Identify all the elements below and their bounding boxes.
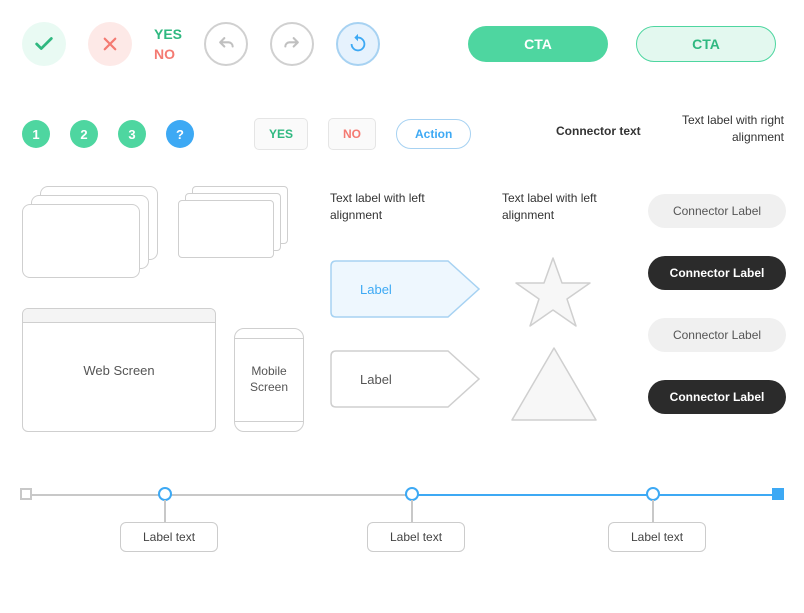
mobile-screen-label: Mobile Screen: [235, 364, 303, 395]
card-stack-small: [178, 186, 296, 264]
triangle-shape: [510, 346, 598, 422]
check-icon-button[interactable]: [22, 22, 66, 66]
tag-shape-gray[interactable]: [330, 350, 480, 408]
connector-label: Connector Label: [673, 204, 761, 218]
action-label: Action: [415, 127, 452, 141]
cross-icon-button[interactable]: [88, 22, 132, 66]
web-screen-frame: Web Screen: [22, 308, 216, 432]
action-button[interactable]: Action: [396, 119, 471, 149]
cta-label: CTA: [692, 36, 720, 52]
yes-btn-label: YES: [269, 127, 293, 141]
timeline-label-text: Label text: [631, 530, 683, 544]
tag-blue-label: Label: [360, 282, 392, 297]
connector-text-label: Connector text: [556, 124, 641, 138]
timeline-label-3[interactable]: Label text: [608, 522, 706, 552]
card-stack-large: [22, 186, 162, 281]
connector-pill-4[interactable]: Connector Label: [648, 380, 786, 414]
mobile-screen-frame: Mobile Screen: [234, 328, 304, 432]
yes-no-labels: YES NO: [154, 26, 182, 62]
help-badge[interactable]: ?: [166, 120, 194, 148]
timeline-label-2[interactable]: Label text: [367, 522, 465, 552]
cta-label: CTA: [524, 36, 552, 52]
connector-label: Connector Label: [670, 390, 765, 404]
step-badge-2[interactable]: 2: [70, 120, 98, 148]
step-num: 2: [80, 127, 87, 142]
connector-pill-2[interactable]: Connector Label: [648, 256, 786, 290]
refresh-icon: [347, 33, 369, 55]
refresh-icon-button[interactable]: [336, 22, 380, 66]
yes-label: YES: [154, 26, 182, 42]
help-icon: ?: [176, 127, 184, 142]
no-button[interactable]: NO: [328, 118, 376, 150]
step-badge-3[interactable]: 3: [118, 120, 146, 148]
check-icon: [33, 33, 55, 55]
tag-gray-label: Label: [360, 372, 392, 387]
timeline-end-node[interactable]: [772, 488, 784, 500]
redo-icon: [282, 34, 302, 54]
right-align-label: Text label with right alignment: [668, 112, 784, 146]
left-align-label-1: Text label with left alignment: [330, 190, 470, 224]
cta-button-secondary[interactable]: CTA: [636, 26, 776, 62]
step-num: 3: [128, 127, 135, 142]
cross-icon: [101, 35, 119, 53]
connector-label: Connector Label: [670, 266, 765, 280]
connector-pill-1[interactable]: Connector Label: [648, 194, 786, 228]
no-btn-label: NO: [343, 127, 361, 141]
timeline-node-3[interactable]: [646, 487, 660, 501]
star-shape: [514, 256, 592, 330]
undo-icon: [216, 34, 236, 54]
yes-button[interactable]: YES: [254, 118, 308, 150]
tag-shape-blue[interactable]: [330, 260, 480, 318]
step-badge-1[interactable]: 1: [22, 120, 50, 148]
timeline-label-1[interactable]: Label text: [120, 522, 218, 552]
timeline-start-node[interactable]: [20, 488, 32, 500]
undo-icon-button[interactable]: [204, 22, 248, 66]
connector-pill-3[interactable]: Connector Label: [648, 318, 786, 352]
no-label: NO: [154, 46, 182, 62]
step-num: 1: [32, 127, 39, 142]
cta-button-primary[interactable]: CTA: [468, 26, 608, 62]
timeline-node-2[interactable]: [405, 487, 419, 501]
timeline-label-text: Label text: [143, 530, 195, 544]
redo-icon-button[interactable]: [270, 22, 314, 66]
timeline-label-text: Label text: [390, 530, 442, 544]
connector-label: Connector Label: [673, 328, 761, 342]
left-align-label-2: Text label with left alignment: [502, 190, 642, 224]
web-screen-label: Web Screen: [83, 363, 154, 378]
timeline-node-1[interactable]: [158, 487, 172, 501]
